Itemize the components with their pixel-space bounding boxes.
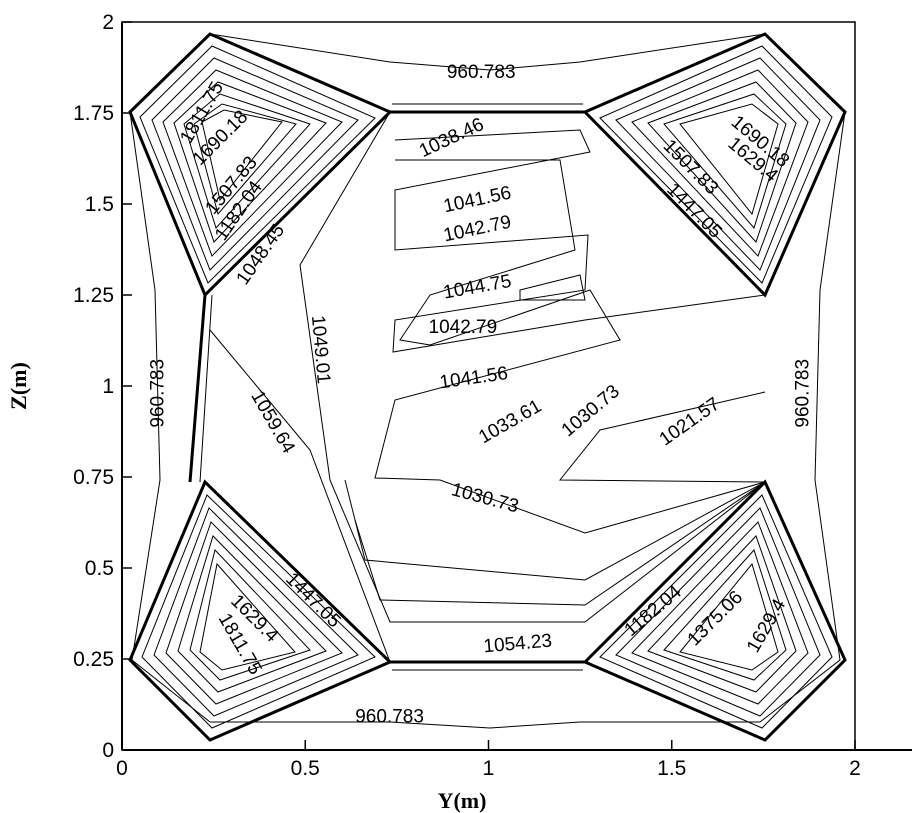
contour-bottom-left-6 xyxy=(189,548,311,681)
x-axis-title: Y(m) xyxy=(438,788,487,813)
contour-top-left-4 xyxy=(162,69,343,257)
contour-top-left-3 xyxy=(151,57,359,271)
contour-label: 1044.75 xyxy=(442,271,513,304)
contour-label: 1447.05 xyxy=(281,569,344,632)
y-ticks: 0 0.25 0.5 0.75 1 1.25 1.5 1.75 2 xyxy=(73,11,132,762)
contour-lines xyxy=(128,32,847,742)
contour-label: 1038.46 xyxy=(416,114,487,162)
contour-label: 960.783 xyxy=(447,62,516,83)
y-tick-label: 1.25 xyxy=(73,284,114,307)
contour-bottom-right-3 xyxy=(615,507,821,717)
contour-bottom-left-3 xyxy=(153,507,359,717)
contour-bottom-left-4 xyxy=(165,521,343,705)
contour-label: 1033.61 xyxy=(475,396,545,449)
contour-label: 1054.23 xyxy=(483,631,553,658)
y-tick-label: 2 xyxy=(102,11,114,34)
contour-interior-8 xyxy=(209,329,391,663)
contour-top-right-2 xyxy=(599,45,833,284)
contour-bottom-left-5 xyxy=(177,535,327,693)
contour-label: 1041.56 xyxy=(438,363,509,393)
contour-label: 1030.73 xyxy=(449,479,521,517)
contour-top-left-5 xyxy=(173,81,327,243)
y-tick-label: 0 xyxy=(102,739,114,762)
y-axis-title: Z(m) xyxy=(6,362,31,410)
contour-top-right-3 xyxy=(615,57,821,271)
contour-interior-4 xyxy=(519,274,586,301)
contour-label: 1629.4 xyxy=(743,595,790,656)
x-tick-label: 1.5 xyxy=(657,757,686,780)
contour-top-left-6 xyxy=(183,93,311,229)
contour-line-960 xyxy=(129,33,846,729)
contour-top-left-2 xyxy=(139,45,376,284)
x-tick-label: 1 xyxy=(483,757,495,780)
y-tick-label: 0.75 xyxy=(73,466,114,489)
x-tick-label: 0 xyxy=(116,757,128,780)
contour-bottom-right-7 xyxy=(679,562,779,671)
contour-bottom-right-6 xyxy=(663,549,787,681)
contour-label: 1042.79 xyxy=(429,317,498,338)
contour-interior-2 xyxy=(392,129,766,353)
y-tick-label: 0.5 xyxy=(85,557,114,580)
contour-bottom-left-7 xyxy=(199,562,296,671)
contour-interior-3 xyxy=(374,159,766,534)
contour-top-left-8 xyxy=(201,109,283,202)
contour-label: 960.783 xyxy=(148,359,169,428)
contour-interior-7 xyxy=(354,481,766,606)
contour-left-channel xyxy=(188,294,207,483)
contour-interior-6 xyxy=(344,479,766,581)
contour-bottom-right-5 xyxy=(647,535,797,693)
y-tick-label: 1 xyxy=(102,375,114,398)
contour-top-left-7 xyxy=(193,103,297,216)
x-ticks: 0 0.5 1 1.5 2 xyxy=(116,740,861,780)
contour-label: 1049.01 xyxy=(307,314,334,384)
contour-bottom-right-4 xyxy=(631,521,809,705)
contour-label: 1182.04 xyxy=(621,581,686,641)
y-tick-label: 1.75 xyxy=(73,102,114,125)
contour-top-right-outer xyxy=(582,32,847,298)
contour-top-right-4 xyxy=(631,69,809,257)
contour-label: 960.783 xyxy=(793,359,814,428)
x-tick-label: 2 xyxy=(849,757,861,780)
contour-label: 1059.64 xyxy=(246,387,299,457)
contour-bottom-right-outer xyxy=(582,479,847,742)
contour-label: 1021.57 xyxy=(656,394,724,451)
x-tick-label: 0.5 xyxy=(291,757,320,780)
contour-interior-1 xyxy=(299,111,766,623)
y-tick-label: 0.25 xyxy=(73,648,114,671)
contour-interior-5 xyxy=(558,391,766,483)
contour-label: 1375.06 xyxy=(684,587,747,650)
y-tick-label: 1.5 xyxy=(85,193,114,216)
contour-bottom-left-2 xyxy=(141,494,376,729)
contour-top-right-5 xyxy=(647,81,797,243)
contour-label: 1030.73 xyxy=(558,381,624,441)
contour-top-right-7 xyxy=(679,103,779,216)
contour-bottom-right-2 xyxy=(599,494,833,729)
contour-label: 960.783 xyxy=(355,706,424,727)
contour-top-right-6 xyxy=(663,93,787,230)
contour-left-channel-2 xyxy=(199,294,213,483)
